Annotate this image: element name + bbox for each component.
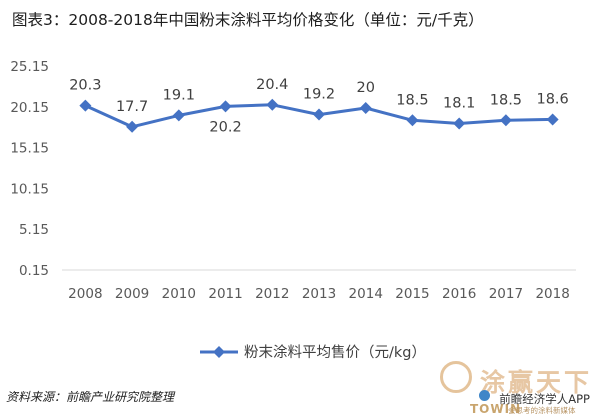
- x-tick-label: 2017: [489, 286, 523, 302]
- x-tick-label: 2009: [115, 286, 149, 302]
- x-tick-label: 2014: [349, 286, 383, 302]
- y-tick-label: 20.15: [10, 100, 49, 116]
- data-point: [219, 100, 232, 113]
- app-label: 前瞻经济学人APP: [499, 392, 590, 406]
- data-point: [546, 113, 559, 126]
- data-point: [313, 108, 325, 121]
- app-logo-icon: [479, 390, 490, 401]
- legend-label: 粉末涂料平均售价（元/kg）: [244, 344, 426, 361]
- source-note: 资料来源：前瞻产业研究院整理: [6, 390, 175, 404]
- brand-logo-sub: 会思考的涂料新媒体: [508, 406, 576, 415]
- y-tick-label: 15.15: [10, 141, 49, 157]
- x-tick-label: 2016: [442, 286, 476, 302]
- data-label: 20: [357, 80, 375, 96]
- legend-marker-icon: [213, 346, 225, 358]
- data-label: 17.7: [116, 99, 148, 115]
- data-point: [79, 99, 92, 112]
- data-label: 20.4: [256, 77, 288, 93]
- x-tick-label: 2018: [535, 286, 569, 302]
- brand-logo-text: 涂赢天下: [479, 368, 592, 397]
- brand-logo-en: TOWIN: [470, 402, 522, 416]
- data-point: [266, 98, 279, 111]
- chart-title: 图表3：2008-2018年中国粉末涂料平均价格变化（单位：元/千克）: [12, 11, 484, 29]
- data-label: 18.1: [443, 96, 475, 112]
- x-tick-label: 2011: [208, 286, 242, 302]
- x-tick-label: 2010: [162, 286, 196, 302]
- x-tick-label: 2012: [255, 286, 289, 302]
- x-tick-label: 2008: [68, 286, 102, 302]
- data-point: [126, 120, 139, 133]
- data-label: 18.5: [396, 92, 428, 108]
- data-point: [453, 117, 466, 130]
- data-point: [406, 114, 419, 127]
- brand-seal-icon: [440, 361, 472, 393]
- data-label: 20.3: [69, 78, 101, 94]
- y-tick-label: 0.15: [19, 263, 49, 279]
- y-tick-label: 25.15: [10, 59, 49, 75]
- data-label: 20.2: [209, 119, 241, 135]
- data-label: 18.5: [490, 92, 522, 108]
- data-point: [172, 109, 185, 122]
- data-point: [499, 114, 512, 127]
- data-label: 18.6: [536, 91, 568, 107]
- data-label: 19.1: [163, 87, 195, 103]
- x-tick-label: 2015: [395, 286, 429, 302]
- data-label: 19.2: [303, 87, 335, 103]
- y-tick-label: 10.15: [10, 181, 49, 197]
- y-tick-label: 5.15: [19, 222, 49, 238]
- x-tick-label: 2013: [302, 286, 336, 302]
- data-point: [359, 102, 372, 115]
